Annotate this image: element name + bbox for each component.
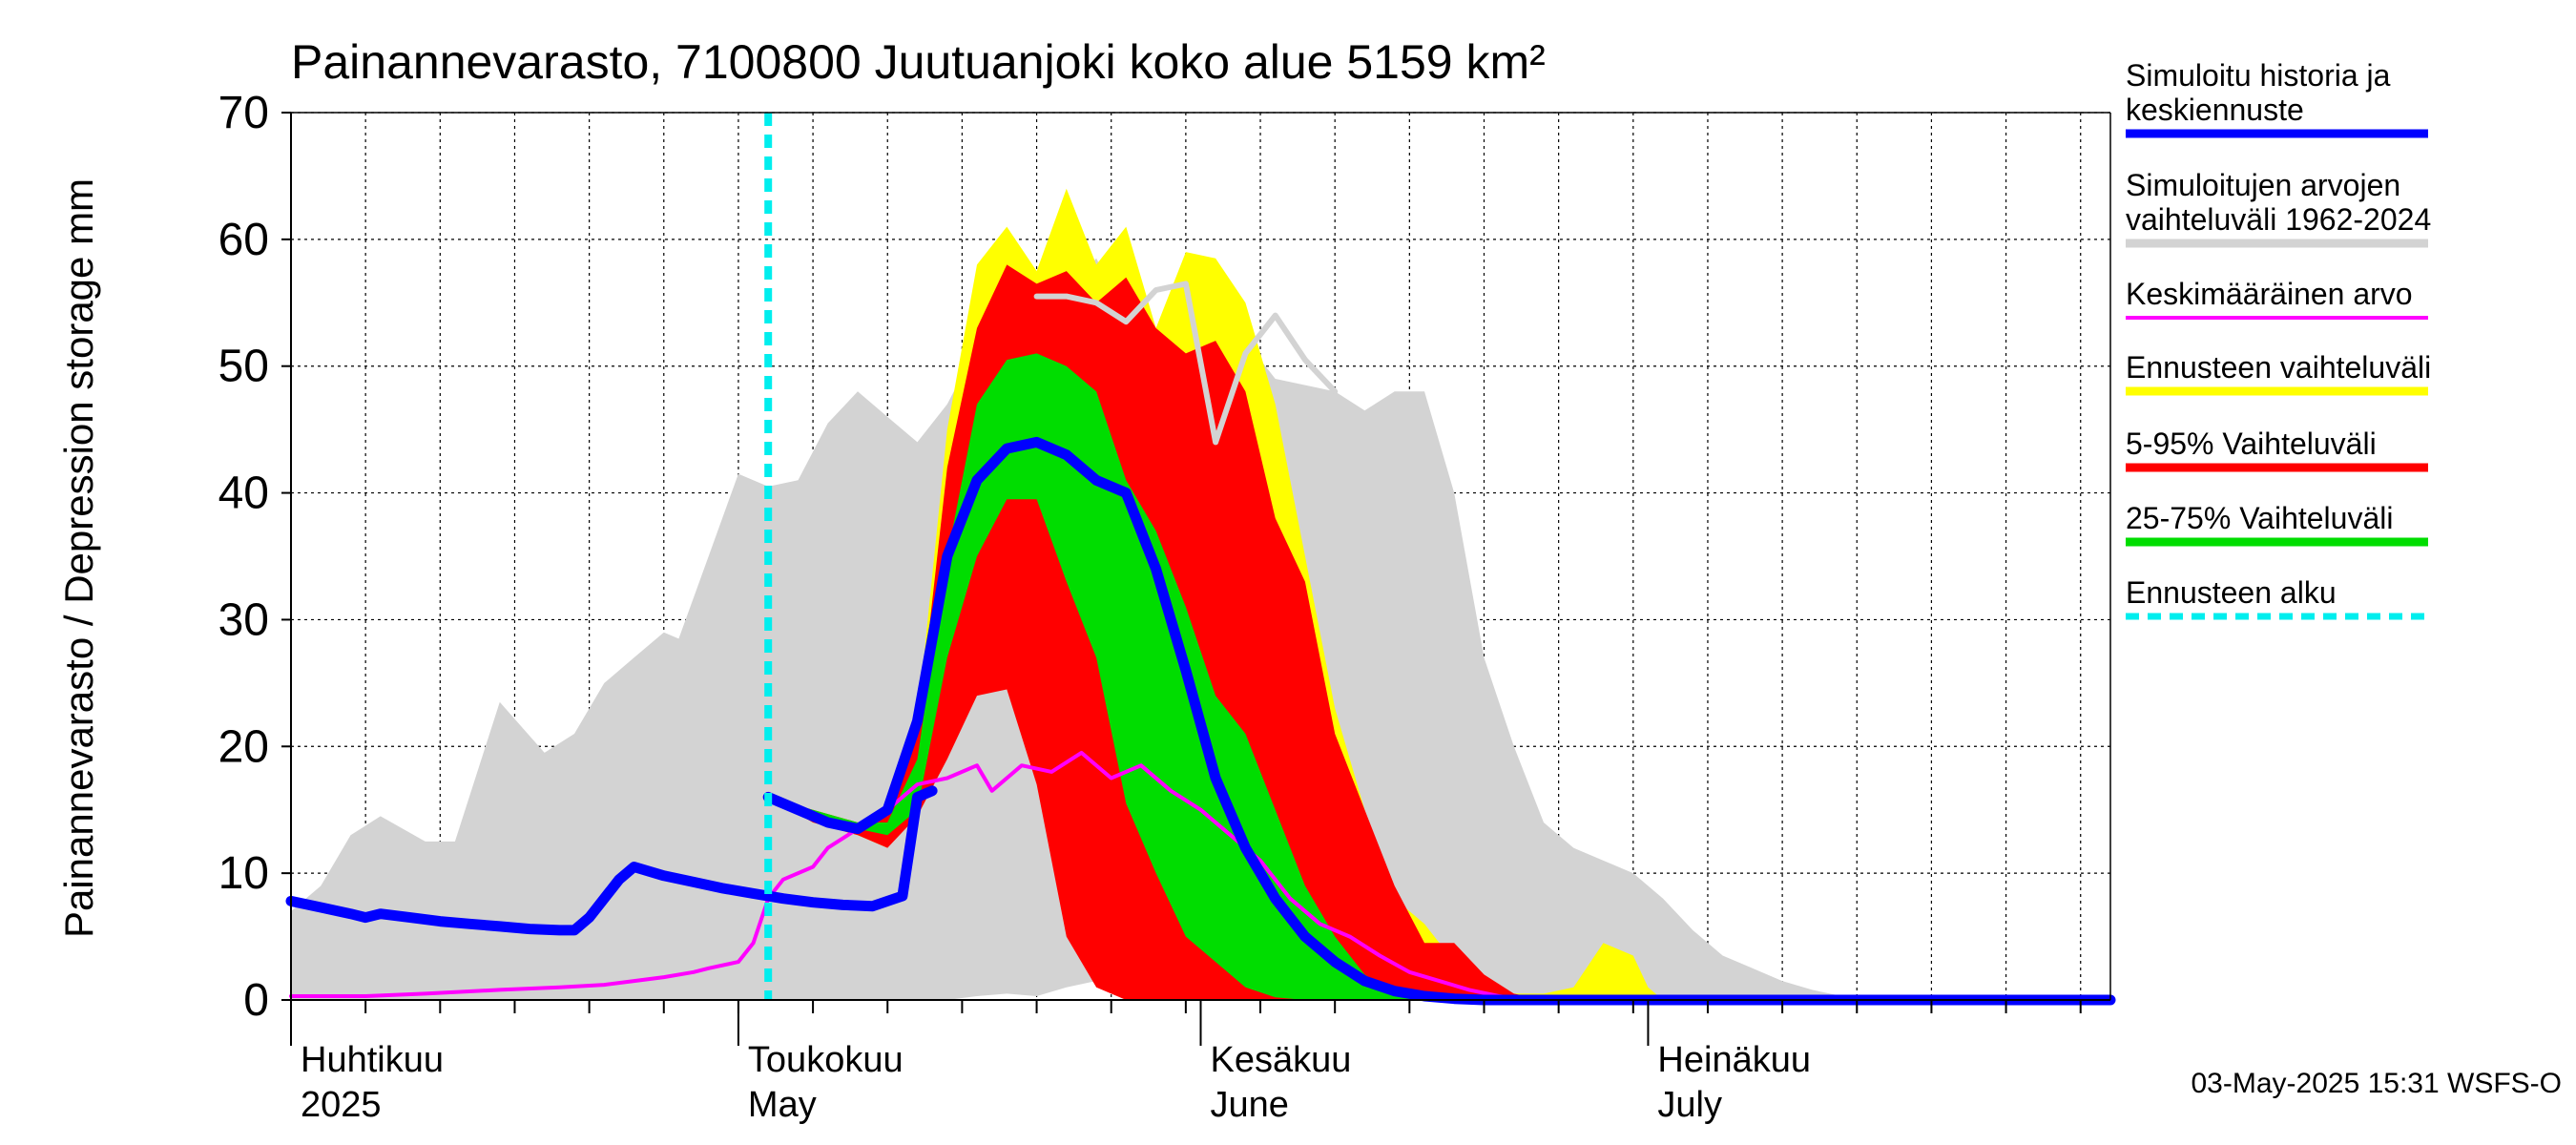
chart-title: Painannevarasto, 7100800 Juutuanjoki kok… [291, 35, 1546, 89]
x-month-sublabel: July [1657, 1085, 1722, 1125]
y-tick-label: 50 [218, 342, 269, 392]
chart-footer: 03-May-2025 15:31 WSFS-O [2192, 1068, 2563, 1099]
x-month-label: Huhtikuu [301, 1040, 444, 1080]
legend-label: keskiennuste [2126, 93, 2304, 127]
legend-label: Keskimääräinen arvo [2126, 277, 2413, 311]
series-simulated-gray-line [1033, 281, 1339, 446]
series-mean-line [289, 750, 2112, 1002]
y-tick-label: 0 [243, 975, 269, 1026]
y-tick-label: 10 [218, 848, 269, 899]
x-month-label: Toukokuu [748, 1040, 904, 1080]
y-tick-label: 60 [218, 215, 269, 265]
x-month-sublabel: May [748, 1085, 817, 1125]
series-simulated-history-line [285, 785, 938, 936]
y-tick-label: 70 [218, 88, 269, 138]
legend-label: vaihteluväli 1962-2024 [2126, 202, 2431, 237]
series-median-forecast-line [762, 436, 2116, 1006]
series-layer [285, 113, 2116, 1006]
x-month-sublabel: June [1211, 1085, 1289, 1125]
x-month-label: Heinäkuu [1657, 1040, 1811, 1080]
legend-label: Ennusteen alku [2126, 575, 2337, 610]
axes-layer: 0 10 20 30 40 50 60 70 Huhtikuu 2025 Toukokuu May Ke… [218, 88, 2111, 1125]
y-tick-label: 30 [218, 594, 269, 645]
grid-layer [291, 112, 2110, 1000]
series-25-75-band [768, 353, 1424, 1000]
legend-label: Simuloitu historia ja [2126, 58, 2391, 93]
legend-label: Simuloitujen arvojen [2126, 168, 2400, 202]
legend-label: Ennusteen vaihteluväli [2126, 350, 2431, 385]
x-month-label: Kesäkuu [1211, 1040, 1352, 1080]
y-tick-label: 40 [218, 468, 269, 519]
legend-label: 5-95% Vaihteluväli [2126, 427, 2377, 461]
y-tick-label: 20 [218, 721, 269, 772]
y-axis-label: Painannevarasto / Depression storage mm [56, 178, 101, 938]
legend-label: 25-75% Vaihteluväli [2126, 501, 2393, 535]
x-month-sublabel: 2025 [301, 1085, 382, 1125]
